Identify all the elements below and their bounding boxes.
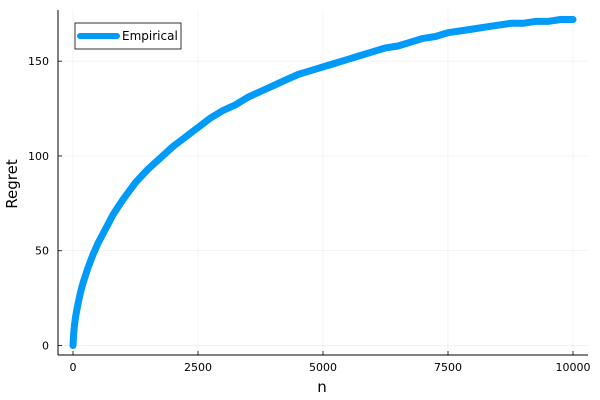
y-tick-label: 50 [35, 245, 49, 258]
x-tick-label: 10000 [556, 361, 591, 374]
plot-area [69, 16, 577, 349]
axes [57, 10, 588, 356]
legend-series-label: Empirical [122, 29, 178, 43]
x-tick-label: 5000 [309, 361, 337, 374]
y-tick-label: 100 [28, 150, 49, 163]
x-axis-label: n [317, 378, 327, 396]
y-tick-label: 150 [28, 55, 49, 68]
x-tick-label: 2500 [184, 361, 212, 374]
legend: Empirical [74, 22, 182, 50]
x-tick-label: 7500 [434, 361, 462, 374]
x-tick-label: 0 [70, 361, 77, 374]
tick-labels: 0 2500 5000 7500 10000 0 50 100 150 [28, 55, 591, 374]
y-tick-label: 0 [42, 340, 49, 353]
y-axis-label: Regret [3, 159, 21, 209]
series-line-empirical [69, 16, 577, 349]
